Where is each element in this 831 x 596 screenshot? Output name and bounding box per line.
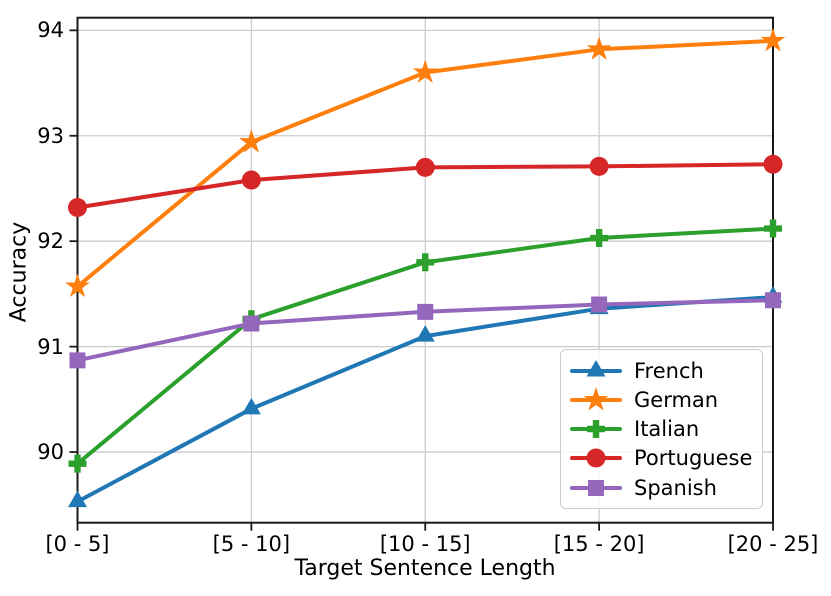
data-point-marker [589, 156, 609, 176]
x-axis-label: Target Sentence Length [294, 556, 556, 581]
x-tick-label: [5 - 10] [212, 532, 291, 556]
x-tick-label: [20 - 25] [727, 532, 819, 556]
legend-item-french: French [570, 356, 753, 385]
y-tick-label: 93 [37, 123, 64, 148]
data-point-marker [587, 420, 605, 438]
tick-marks [69, 29, 774, 531]
data-point-marker [243, 315, 260, 332]
plus-marker-icon [570, 420, 622, 438]
data-point-marker [412, 59, 438, 84]
data-point-marker [65, 273, 90, 298]
legend-item-italian: Italian [570, 415, 753, 444]
data-point-marker [588, 479, 604, 496]
data-point-marker [241, 397, 261, 415]
legend-label: Portuguese [634, 446, 753, 471]
data-point-marker [239, 129, 264, 153]
series-portuguese [68, 154, 783, 217]
data-point-marker [68, 454, 87, 473]
square-marker-icon [570, 479, 622, 496]
legend: French German Italian Portuguese Spanish [560, 349, 763, 509]
y-tick-label: 92 [37, 229, 64, 254]
series-spanish [69, 292, 781, 369]
legend-item-portuguese: Portuguese [570, 444, 753, 473]
data-point-marker [583, 386, 609, 411]
legend-item-spanish: Spanish [570, 473, 753, 502]
data-point-marker [764, 219, 782, 238]
x-tick-label: [10 - 15] [379, 532, 471, 556]
x-tick-label: [15 - 20] [553, 532, 645, 556]
data-point-marker [68, 490, 87, 508]
data-point-marker [417, 303, 434, 320]
legend-label: Spanish [634, 475, 717, 500]
star-marker-icon [570, 386, 622, 411]
data-point-marker [241, 170, 261, 190]
data-point-marker [591, 296, 608, 313]
data-point-marker [590, 229, 609, 248]
data-point-marker [586, 359, 606, 376]
legend-item-german: German [570, 385, 753, 414]
data-point-marker [586, 448, 606, 468]
data-point-marker [68, 197, 87, 217]
y-tick-label: 91 [37, 334, 64, 359]
circle-marker-icon [570, 448, 622, 468]
triangle-marker-icon [570, 359, 622, 376]
y-tick-label: 90 [37, 440, 64, 465]
data-point-marker [763, 154, 783, 174]
legend-label: German [634, 387, 719, 412]
x-tick-label: [0 - 5] [45, 532, 110, 556]
data-point-marker [415, 157, 435, 177]
legend-label: French [634, 358, 704, 383]
data-point-marker [586, 36, 612, 60]
y-tick-label: 94 [37, 18, 64, 43]
data-point-marker [760, 27, 786, 52]
data-point-marker [69, 352, 86, 369]
data-point-marker [765, 292, 781, 309]
legend-label: Italian [634, 417, 700, 441]
data-point-marker [415, 325, 435, 342]
data-point-marker [416, 253, 435, 272]
